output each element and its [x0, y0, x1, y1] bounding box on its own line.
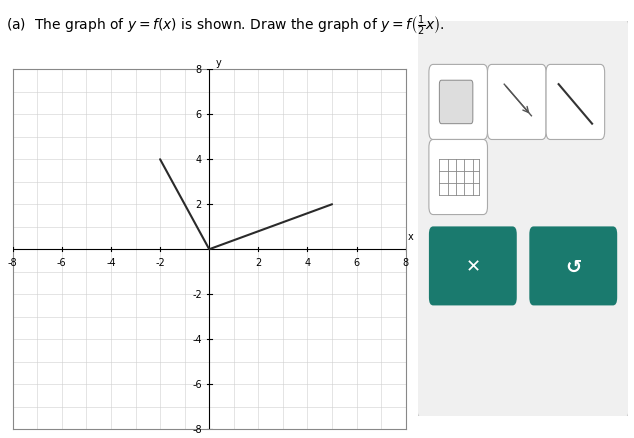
- FancyBboxPatch shape: [429, 140, 488, 215]
- Text: x: x: [408, 232, 414, 242]
- Text: -6: -6: [57, 258, 67, 268]
- Text: -4: -4: [106, 258, 116, 268]
- FancyBboxPatch shape: [429, 227, 517, 306]
- Text: (a)  The graph of $y=f(x)$ is shown. Draw the graph of $y=f\left(\frac{1}{2}x\ri: (a) The graph of $y=f(x)$ is shown. Draw…: [6, 13, 445, 37]
- Text: 2: 2: [256, 258, 261, 268]
- Text: 8: 8: [403, 258, 409, 268]
- FancyBboxPatch shape: [488, 65, 546, 140]
- Text: 4: 4: [304, 258, 311, 268]
- Text: -6: -6: [192, 379, 202, 389]
- FancyBboxPatch shape: [529, 227, 617, 306]
- Text: ✕: ✕: [465, 257, 481, 276]
- Text: ↺: ↺: [565, 257, 581, 276]
- FancyBboxPatch shape: [429, 65, 488, 140]
- Text: 6: 6: [196, 110, 202, 120]
- Text: -8: -8: [192, 424, 202, 434]
- Text: y: y: [216, 58, 221, 68]
- Text: 8: 8: [196, 65, 202, 75]
- Text: -2: -2: [155, 258, 165, 268]
- Text: -8: -8: [8, 258, 18, 268]
- FancyBboxPatch shape: [417, 18, 630, 420]
- Text: 4: 4: [196, 155, 202, 165]
- FancyBboxPatch shape: [546, 65, 605, 140]
- Text: -4: -4: [192, 335, 202, 344]
- FancyBboxPatch shape: [439, 81, 473, 124]
- Text: -2: -2: [192, 290, 202, 300]
- Text: 6: 6: [354, 258, 359, 268]
- Text: 2: 2: [196, 200, 202, 210]
